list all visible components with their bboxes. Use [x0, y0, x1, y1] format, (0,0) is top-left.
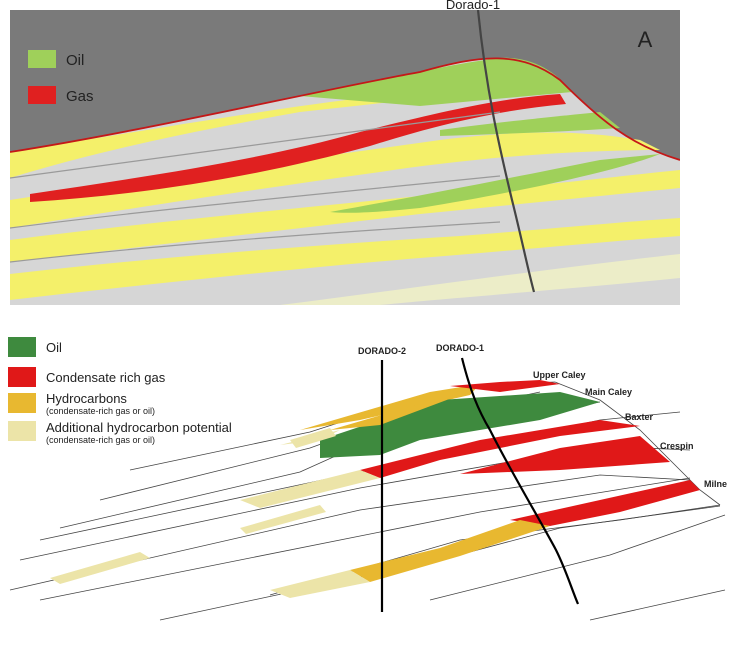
- panel-b-line-8: [159, 505, 721, 621]
- horizon-label-main-caley: Main Caley: [585, 387, 632, 397]
- panel-b-main-caley-hc: [330, 395, 460, 430]
- panel-b-crespin-gas: [460, 436, 670, 474]
- legend-a-oil-label: Oil: [66, 52, 84, 69]
- panel-a-letter: A: [638, 27, 653, 52]
- legend-b-gas-label: Condensate rich gas: [46, 370, 166, 385]
- panel-b-line-10: [429, 514, 726, 601]
- panel-b-pale-left-3: [290, 428, 336, 448]
- legend-a-gas-label: Gas: [66, 88, 94, 105]
- panel-b-well-dorado-1: [460, 357, 580, 605]
- panel-b-upper-caley-hc: [300, 384, 480, 430]
- panel-b-milne-hc: [350, 520, 550, 582]
- panel-b-line-11: [589, 589, 726, 621]
- panel-b-pale-left-1: [50, 552, 150, 584]
- panel-a-oil-mid: [440, 112, 620, 136]
- panel-a-pale-sand: [280, 254, 680, 305]
- panel-b-line-6: [9, 474, 691, 591]
- panel-a-oil-crest: [300, 57, 572, 106]
- panel-b-line-7: [39, 477, 691, 601]
- legend-b-potential-label: Additional hydrocarbon potential: [46, 420, 232, 435]
- panel-a-oil-low: [330, 154, 660, 213]
- horizon-label-upper-caley: Upper Caley: [533, 370, 586, 380]
- panel-a-seal-line: [10, 57, 680, 161]
- panel-b: DORADO-2 DORADO-1 Upper Caley Main Caley…: [8, 337, 727, 621]
- horizon-label-milne: Milne: [704, 479, 727, 489]
- panel-b-milne-gas: [510, 480, 700, 526]
- legend-b-oil-label: Oil: [46, 340, 62, 355]
- panel-b-well-label-dorado-1: DORADO-1: [436, 343, 484, 353]
- panel-b-pale-left-2: [240, 505, 326, 534]
- panel-a-well-dorado-1: [476, 10, 536, 293]
- panel-b-well-label-dorado-2: DORADO-2: [358, 346, 406, 356]
- legend-a-gas-swatch: [28, 86, 56, 104]
- panel-a-divider-3: [10, 221, 501, 263]
- panel-a-sand-3: [10, 170, 680, 262]
- legend-b-oil-swatch: [8, 337, 36, 357]
- legend-a-oil-swatch: [28, 50, 56, 68]
- panel-b-main-caley-oil: [320, 392, 600, 458]
- legend-b-potential-swatch: [8, 421, 36, 441]
- panel-b-baxter-gas: [360, 420, 640, 478]
- panel-b-baxter-pale: [240, 470, 380, 508]
- panel-a-divider-2: [10, 175, 501, 229]
- horizon-label-crespin: Crespin: [660, 441, 694, 451]
- legend-b-hc-label: Hydrocarbons: [46, 391, 127, 406]
- panel-b-upper-caley-gas: [450, 380, 560, 392]
- legend-b-hc-swatch: [8, 393, 36, 413]
- legend-b-gas-swatch: [8, 367, 36, 387]
- legend-b-potential-sublabel: (condensate-rich gas or oil): [46, 435, 155, 445]
- legend-b-hc-sublabel: (condensate-rich gas or oil): [46, 406, 155, 416]
- panel-a-well-label: Dorado-1: [446, 0, 500, 12]
- panel-a-sand-2: [10, 132, 660, 228]
- panel-a: Dorado-1 A Oil Gas: [10, 0, 680, 305]
- panel-b-milne-pale-1: [270, 570, 370, 598]
- panel-a-sand-4: [10, 218, 680, 300]
- horizon-label-baxter: Baxter: [625, 412, 654, 422]
